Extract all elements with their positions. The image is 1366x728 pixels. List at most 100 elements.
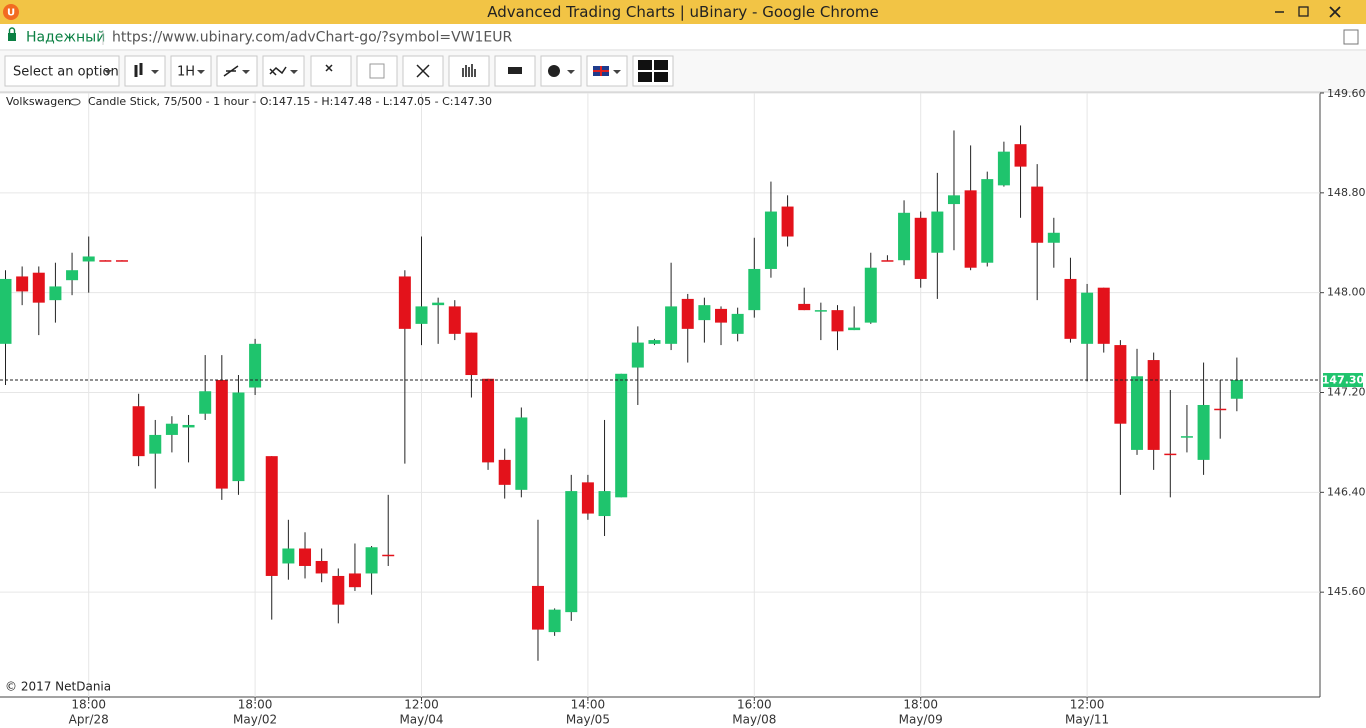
candle-body: [631, 342, 644, 368]
candle-body: [99, 260, 112, 262]
candle-body: [165, 423, 178, 435]
candle-body: [282, 548, 295, 564]
y-tick-label: 146.40: [1327, 485, 1366, 498]
candle-body: [981, 179, 994, 263]
window-title: Advanced Trading Charts | uBinary - Goog…: [487, 3, 878, 21]
candle-body: [665, 306, 678, 344]
candle-body: [415, 306, 428, 324]
address-bar: [0, 24, 1366, 50]
candle-body: [149, 434, 162, 454]
y-tick-label: 147.20: [1327, 386, 1366, 399]
translate-icon[interactable]: [1343, 29, 1359, 45]
candle-body: [848, 327, 861, 331]
app-logo-letter: U: [7, 8, 15, 19]
candle-body: [199, 391, 212, 414]
candle-body: [615, 373, 628, 498]
candle-body: [249, 343, 262, 388]
layout-button[interactable]: [356, 55, 398, 87]
candle-body: [1197, 404, 1210, 460]
candle-body: [831, 310, 844, 332]
candle-body: [681, 298, 694, 329]
x-date-label: May/05: [566, 713, 610, 727]
restore-button[interactable]: [1298, 6, 1309, 17]
dropdown-arrow: [104, 70, 112, 74]
candle-body: [898, 212, 911, 261]
secure-label[interactable]: Надежный: [26, 30, 105, 46]
candle-body: [398, 276, 411, 329]
candle-body: [16, 276, 29, 292]
dropdown-arrow: [242, 70, 250, 74]
x-date-label: Apr/28: [69, 713, 109, 727]
color-button[interactable]: [540, 55, 582, 87]
draw-button[interactable]: [216, 55, 258, 87]
x-tick-label: 18:00: [903, 698, 938, 712]
candle-body: [565, 491, 578, 613]
candle-body: [1031, 186, 1044, 243]
candle-body: [265, 456, 278, 576]
studies-icon: [269, 66, 287, 76]
url[interactable]: https://www.ubinary.com/advChart-go/?sym…: [112, 30, 512, 46]
candle-body: [531, 585, 544, 630]
candle-body: [448, 306, 461, 334]
candle-body: [82, 256, 95, 262]
candle-body: [947, 195, 960, 205]
fullscreen-icon: [416, 64, 430, 78]
candle-icon: [134, 63, 143, 77]
candle-body: [465, 332, 478, 376]
chart-type-button[interactable]: [124, 55, 166, 87]
candle-body: [348, 573, 361, 588]
candle-body: [315, 560, 328, 574]
x-tick-label: 16:00: [737, 698, 772, 712]
candle-body: [132, 406, 145, 457]
x-date-label: May/02: [233, 713, 277, 727]
candle-body: [1014, 144, 1027, 167]
lock-icon: [8, 33, 16, 41]
candle-body: [1097, 287, 1110, 344]
candle-body: [931, 211, 944, 253]
x-date-label: May/09: [899, 713, 943, 727]
toolbar-buttons: Select an option 1H: [4, 55, 674, 87]
lock-shackle: [8, 27, 16, 33]
x-tick-label: 14:00: [571, 698, 606, 712]
app-logo: [3, 4, 19, 20]
draw-icon: [223, 65, 239, 77]
symbol-select[interactable]: [4, 55, 120, 87]
candle-body: [49, 286, 62, 301]
candle-body: [32, 272, 45, 303]
candle-body: [881, 260, 894, 262]
candle-body: [1114, 345, 1127, 424]
symbol-name: Volkswagen: [6, 95, 71, 108]
x-tick-label: 12:00: [404, 698, 439, 712]
visibility-icon[interactable]: [69, 98, 81, 106]
candle-body: [715, 308, 728, 323]
candle-body: [964, 190, 977, 268]
candle-body: [182, 424, 195, 428]
interval-button[interactable]: [170, 55, 212, 87]
candle-body: [598, 491, 611, 517]
candle-body: [748, 268, 761, 311]
candle-body: [365, 547, 378, 574]
dropdown-arrow: [567, 70, 575, 74]
last-price-label: 147.30: [1322, 374, 1365, 387]
candle-body: [232, 392, 245, 482]
title-bar: [0, 0, 1366, 24]
select-label: Select an option: [13, 65, 119, 80]
close-button[interactable]: [1329, 6, 1341, 18]
candle-body: [798, 303, 811, 311]
candle-body: [997, 151, 1010, 186]
candle-body: [482, 378, 495, 463]
candle-body: [1047, 232, 1060, 243]
candle-body: [115, 260, 128, 262]
candle-body: [648, 340, 661, 344]
candle-body: [498, 459, 511, 485]
y-tick-label: 145.60: [1327, 585, 1366, 598]
candle-body: [1064, 278, 1077, 339]
candle-body: [0, 278, 12, 344]
candle-body: [1147, 360, 1160, 450]
dropdown-arrow: [151, 70, 159, 74]
dropdown-arrow: [613, 70, 621, 74]
chart: 149.60 148.80 148.00 147.20 146.40 145.60 18:0…: [0, 87, 1366, 727]
y-tick-label: 149.60: [1327, 87, 1366, 100]
